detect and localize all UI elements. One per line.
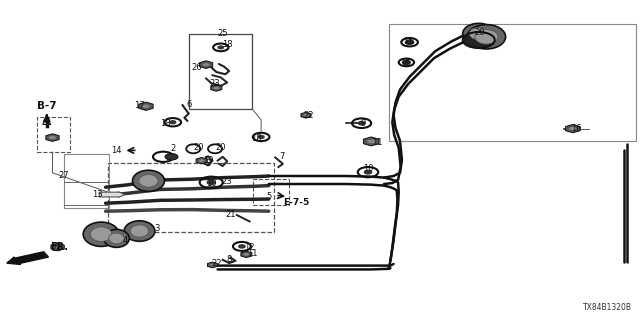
Circle shape xyxy=(403,60,410,64)
Bar xyxy=(64,154,109,208)
Bar xyxy=(253,179,289,205)
Text: 7: 7 xyxy=(279,152,284,161)
Text: 22: 22 xyxy=(303,111,314,120)
Circle shape xyxy=(258,135,264,139)
Ellipse shape xyxy=(104,229,129,247)
Polygon shape xyxy=(207,262,218,268)
Bar xyxy=(189,34,252,109)
Text: TX84B1320B: TX84B1320B xyxy=(583,303,632,312)
Circle shape xyxy=(367,139,376,144)
Ellipse shape xyxy=(463,23,495,44)
Text: 13: 13 xyxy=(92,190,102,199)
Circle shape xyxy=(142,104,150,108)
Text: 5: 5 xyxy=(266,192,271,201)
Text: 18: 18 xyxy=(160,119,170,128)
Text: 24: 24 xyxy=(51,244,61,253)
Text: 10: 10 xyxy=(363,164,373,173)
Polygon shape xyxy=(51,243,64,251)
Text: 11: 11 xyxy=(248,249,258,258)
Text: 9: 9 xyxy=(361,119,366,128)
Ellipse shape xyxy=(90,227,112,242)
Circle shape xyxy=(213,86,220,90)
Circle shape xyxy=(569,127,577,131)
Text: 3: 3 xyxy=(205,159,211,168)
Text: 3: 3 xyxy=(154,224,159,233)
Text: 18: 18 xyxy=(251,134,261,143)
Text: 15: 15 xyxy=(401,59,411,68)
FancyArrow shape xyxy=(99,192,125,197)
Circle shape xyxy=(165,154,178,160)
Text: 11: 11 xyxy=(372,138,383,147)
Polygon shape xyxy=(46,134,59,141)
Text: 15: 15 xyxy=(403,37,413,46)
Ellipse shape xyxy=(469,28,488,40)
Circle shape xyxy=(364,170,372,174)
Ellipse shape xyxy=(132,170,164,191)
Text: 20: 20 xyxy=(216,143,226,152)
Text: B-7: B-7 xyxy=(37,101,56,111)
Text: 16: 16 xyxy=(571,124,581,133)
Polygon shape xyxy=(241,251,252,258)
Polygon shape xyxy=(211,85,222,91)
Text: 6: 6 xyxy=(186,100,191,109)
Polygon shape xyxy=(196,157,207,164)
Circle shape xyxy=(243,253,250,256)
Ellipse shape xyxy=(83,222,119,246)
Ellipse shape xyxy=(467,25,506,49)
Text: 20: 20 xyxy=(475,28,485,36)
Polygon shape xyxy=(139,102,153,110)
Circle shape xyxy=(358,122,365,125)
Polygon shape xyxy=(566,124,580,133)
Circle shape xyxy=(210,264,215,266)
Circle shape xyxy=(406,40,414,44)
Bar xyxy=(389,24,636,141)
Text: 23: 23 xyxy=(222,177,232,186)
Circle shape xyxy=(465,33,493,47)
Polygon shape xyxy=(200,61,212,68)
Circle shape xyxy=(202,63,210,67)
Circle shape xyxy=(239,245,245,248)
Ellipse shape xyxy=(109,233,124,244)
Ellipse shape xyxy=(124,221,155,241)
Text: FR.: FR. xyxy=(50,242,68,252)
Text: 25: 25 xyxy=(218,29,228,38)
Text: 17: 17 xyxy=(134,101,145,110)
Text: 19: 19 xyxy=(203,156,213,165)
Text: 22: 22 xyxy=(211,259,221,268)
Circle shape xyxy=(49,136,56,140)
Text: 10: 10 xyxy=(206,179,216,188)
Text: 20: 20 xyxy=(193,143,204,152)
Ellipse shape xyxy=(475,29,498,44)
Text: 21: 21 xyxy=(225,210,236,219)
Bar xyxy=(37,117,70,152)
Circle shape xyxy=(198,159,205,162)
Text: 12: 12 xyxy=(244,243,255,252)
Text: 23: 23 xyxy=(209,79,220,88)
Circle shape xyxy=(54,245,61,249)
Text: 27: 27 xyxy=(59,171,69,180)
FancyArrow shape xyxy=(7,252,49,264)
Circle shape xyxy=(207,180,215,184)
Text: 26: 26 xyxy=(191,63,202,72)
Text: E-7-5: E-7-5 xyxy=(283,198,309,207)
Circle shape xyxy=(170,121,176,124)
Text: 4: 4 xyxy=(122,236,127,245)
Polygon shape xyxy=(301,112,311,118)
Ellipse shape xyxy=(131,225,148,237)
Polygon shape xyxy=(364,137,379,146)
Circle shape xyxy=(218,46,223,49)
Text: 14: 14 xyxy=(111,146,122,155)
Ellipse shape xyxy=(139,174,158,187)
Circle shape xyxy=(303,114,308,117)
Text: 18: 18 xyxy=(222,40,232,49)
Text: 2: 2 xyxy=(170,144,175,153)
Bar xyxy=(108,163,274,232)
Text: 8: 8 xyxy=(227,255,232,264)
